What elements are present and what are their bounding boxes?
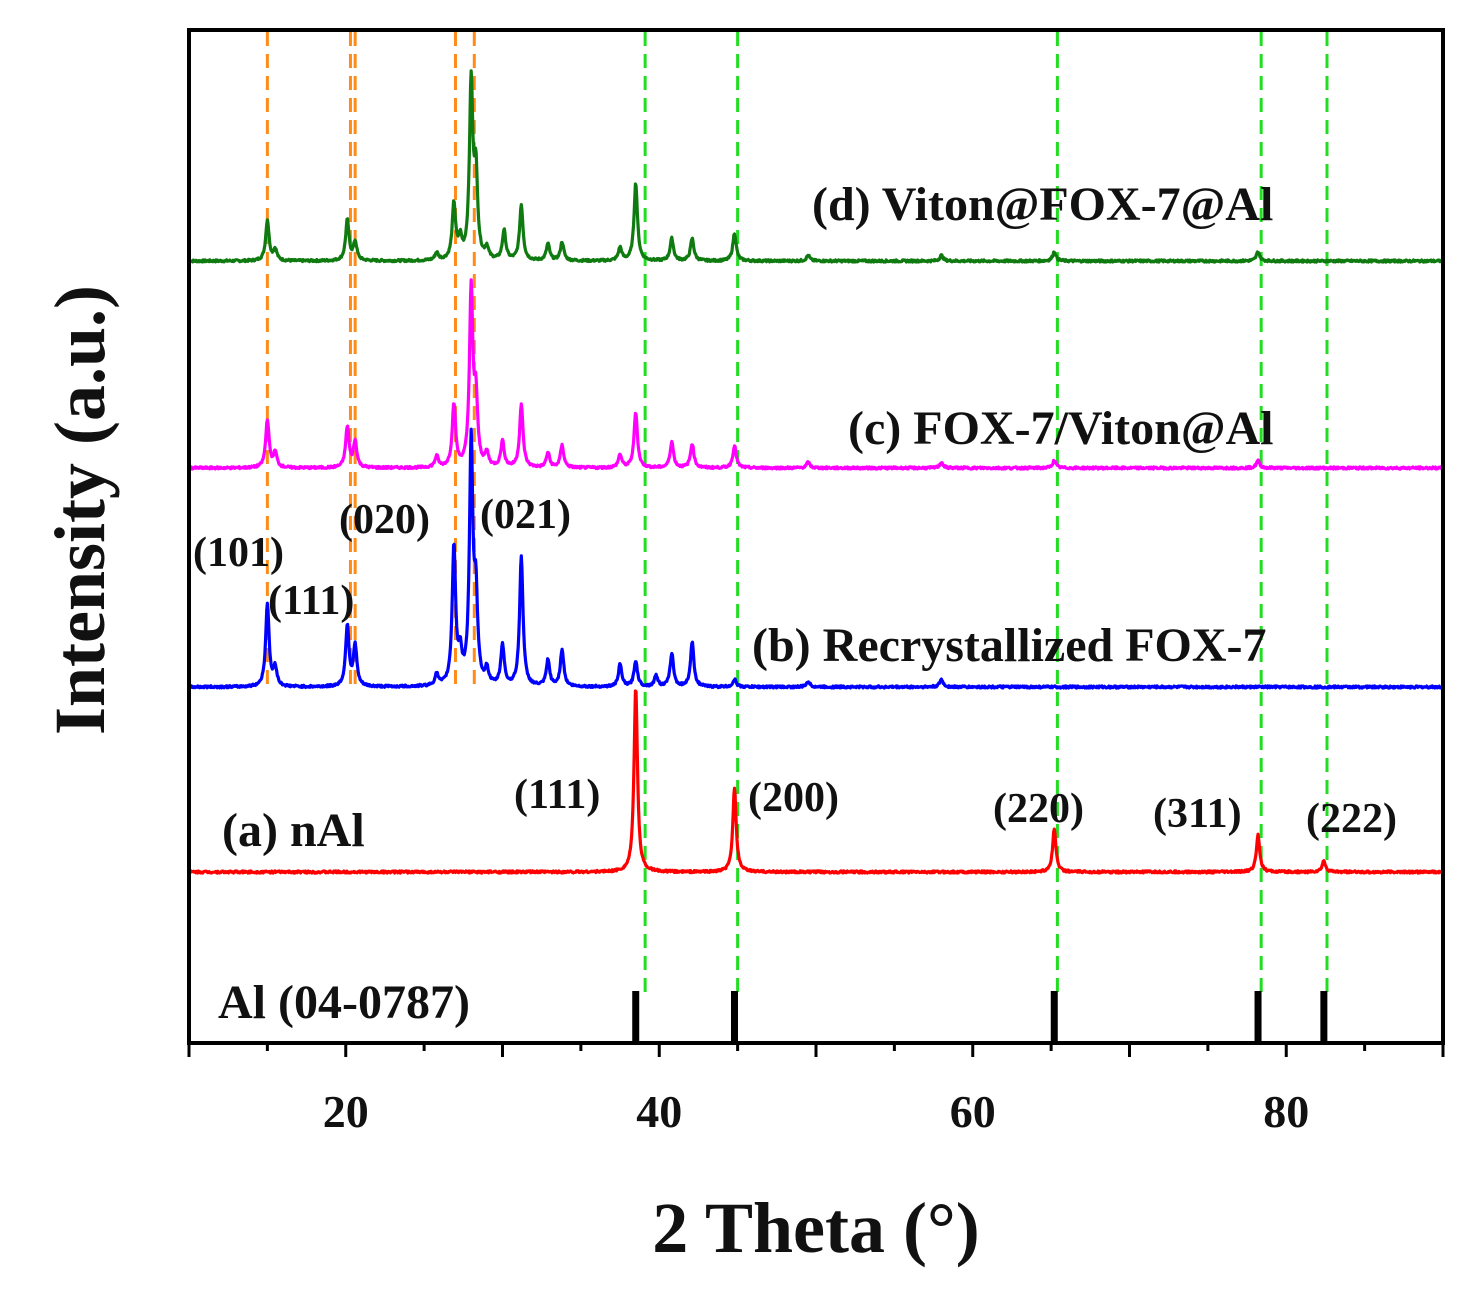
series-label-b: (b) Recrystallized FOX-7 (752, 619, 1267, 672)
series-group (187, 69, 1445, 875)
reference-lines (632, 991, 1328, 1043)
y-axis-title: Intensity (a.u.) (40, 285, 120, 735)
series-trace-d (188, 69, 1445, 264)
peak-label-311: (311) (1153, 791, 1242, 837)
x-tick-label-60: 60 (950, 1086, 996, 1137)
series-trace-a (187, 689, 1444, 875)
series-label-d: (d) Viton@FOX-7@Al (812, 178, 1273, 231)
x-tick-label-40: 40 (636, 1086, 682, 1137)
peak-label-021: (021) (480, 492, 571, 538)
x-axis-ticks: 20 40 60 80 (187, 1043, 1445, 1137)
peak-label-111-al: (111) (514, 772, 600, 818)
peak-label-101: (101) (193, 530, 284, 576)
x-tick-label-80: 80 (1263, 1086, 1309, 1137)
guide-lines (265, 32, 1329, 1000)
series-label-c: (c) FOX-7/Viton@Al (848, 402, 1273, 455)
x-tick-label-20: 20 (323, 1086, 369, 1137)
reference-label: Al (04-0787) (218, 976, 470, 1029)
series-trace-c (187, 278, 1444, 471)
peak-label-200: (200) (748, 775, 839, 821)
peak-label-220: (220) (993, 786, 1084, 832)
peak-label-111-fox: (111) (268, 578, 354, 624)
x-axis-title: 2 Theta (°) (652, 1188, 979, 1268)
series-trace-b (188, 427, 1445, 690)
peak-label-222: (222) (1306, 796, 1397, 842)
series-label-a: (a) nAl (222, 804, 365, 857)
peak-label-020: (020) (339, 497, 430, 543)
